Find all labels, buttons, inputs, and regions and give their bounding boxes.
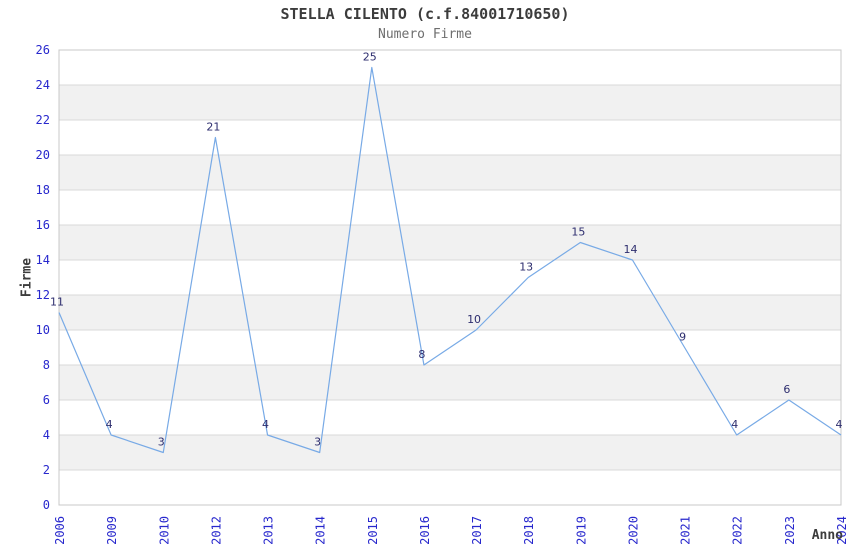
data-point-label: 11	[50, 296, 64, 309]
y-tick-label: 18	[36, 183, 50, 197]
x-tick-label: 2009	[105, 516, 119, 545]
data-point-label: 25	[363, 51, 377, 64]
x-tick-label: 2023	[783, 516, 797, 545]
data-point-label: 14	[623, 243, 637, 256]
x-tick-label: 2015	[366, 516, 380, 545]
plot-band	[59, 435, 841, 470]
data-point-label: 4	[836, 418, 843, 431]
data-point-label: 13	[519, 261, 533, 274]
data-point-label: 15	[571, 226, 585, 239]
data-point-label: 3	[158, 436, 165, 449]
x-tick-label: 2020	[626, 516, 640, 545]
x-tick-label: 2016	[418, 516, 432, 545]
data-point-label: 21	[206, 121, 220, 134]
plot-band	[59, 365, 841, 400]
y-tick-label: 20	[36, 148, 50, 162]
x-tick-label: 2014	[314, 516, 328, 545]
y-tick-label: 24	[36, 78, 50, 92]
data-line	[58, 66, 842, 454]
y-tick-label: 16	[36, 218, 50, 232]
x-tick-label: 2006	[53, 516, 67, 545]
x-tick-label: 2018	[522, 516, 536, 545]
x-tick-label: 2024	[835, 516, 849, 545]
y-tick-label: 6	[43, 393, 50, 407]
y-tick-label: 0	[43, 498, 50, 512]
x-tick-label: 2022	[731, 516, 745, 545]
x-tick-label: 2013	[262, 516, 276, 545]
x-axis-title: Anno	[811, 528, 843, 543]
y-tick-label: 12	[36, 288, 50, 302]
x-tick-label: 2017	[470, 516, 484, 545]
plot-band	[59, 295, 841, 330]
y-tick-label: 10	[36, 323, 50, 337]
chart-subtitle: Numero Firme	[378, 27, 472, 42]
plot-band	[59, 85, 841, 120]
x-tick-label: 2019	[574, 516, 588, 545]
data-point-label: 8	[418, 348, 425, 361]
data-point-label: 9	[679, 331, 686, 344]
data-point-label: 4	[262, 418, 269, 431]
x-tick-label: 2012	[209, 516, 223, 545]
plot-background	[59, 50, 841, 505]
plot-border	[58, 49, 842, 506]
x-tick-label: 2010	[157, 516, 171, 545]
chart-title: STELLA CILENTO (c.f.84001710650)	[280, 5, 570, 23]
y-tick-label: 8	[43, 358, 50, 372]
plot-band	[59, 225, 841, 260]
y-tick-label: 2	[43, 463, 50, 477]
y-tick-label: 26	[36, 43, 50, 57]
plot-band	[59, 155, 841, 190]
y-tick-label: 22	[36, 113, 50, 127]
x-tick-label: 2021	[679, 516, 693, 545]
data-point-label: 3	[314, 436, 321, 449]
data-point-label: 10	[467, 313, 481, 326]
data-point-label: 6	[783, 383, 790, 396]
data-point-label: 4	[106, 418, 113, 431]
y-tick-label: 14	[36, 253, 50, 267]
y-tick-label: 4	[43, 428, 50, 442]
data-point-label: 4	[731, 418, 738, 431]
